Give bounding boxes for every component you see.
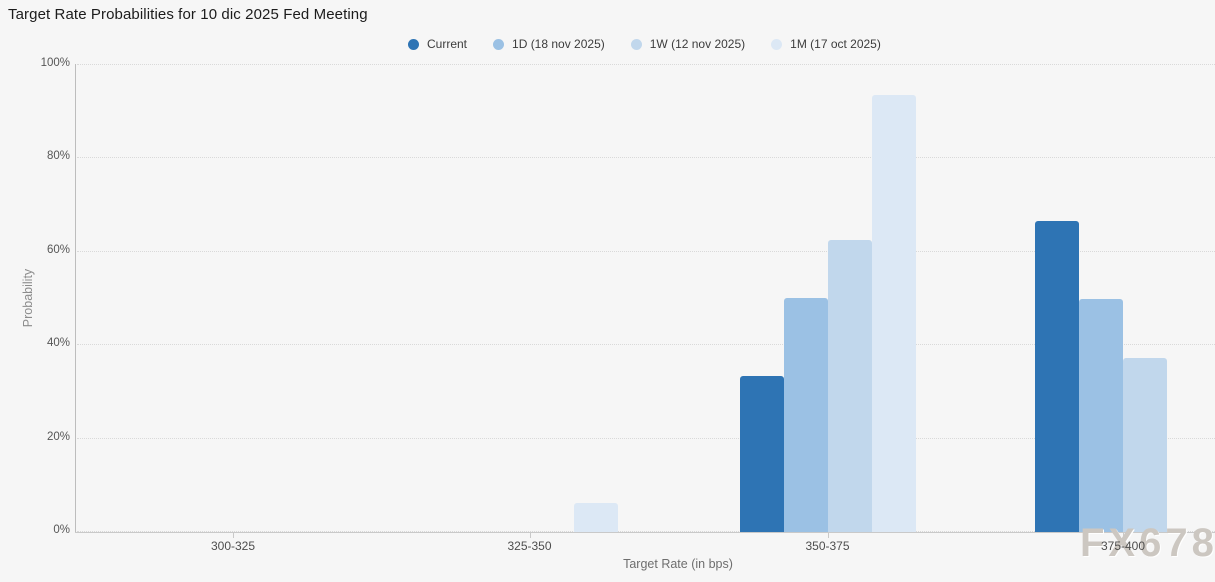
y-tick-label-60: 60% [46, 243, 70, 256]
bar-1w-375-400[interactable] [1123, 358, 1167, 532]
y-tick-label-80: 80% [46, 150, 70, 163]
legend-label: 1D (18 nov 2025) [512, 37, 605, 51]
legend-dot-icon [630, 38, 642, 50]
gridline-60 [77, 250, 1215, 252]
x-tick-300-325 [233, 533, 234, 538]
gridline-0 [77, 531, 1215, 532]
bar-1d-350-375[interactable] [783, 297, 828, 532]
x-tick-325-350 [529, 533, 531, 538]
x-tick-350-375 [827, 533, 829, 538]
gridline-100 [77, 64, 1215, 65]
watermark: FX678 [1080, 521, 1215, 565]
chart-legend: Current 1D (18 nov 2025) 1W (12 nov 2025) 1… [408, 37, 881, 51]
x-axis-title: Target Rate (in bps) [623, 557, 733, 571]
x-tick-label-300-325: 300-325 [210, 539, 256, 553]
x-tick-label-375-400: 375-400 [1100, 539, 1146, 553]
gridline-20 [77, 437, 1215, 439]
x-tick-375-400 [1123, 533, 1124, 538]
x-axis-line [75, 532, 1215, 533]
y-axis-line [75, 64, 76, 533]
gridline-80 [77, 157, 1215, 159]
legend-label: Current [427, 37, 468, 51]
bar-1d-375-400[interactable] [1079, 299, 1123, 532]
gridline-40 [77, 344, 1215, 346]
x-tick-label-325-350: 325-350 [507, 539, 552, 553]
y-tick-label-20: 20% [46, 430, 70, 443]
bar-1w-350-375[interactable] [827, 239, 872, 532]
legend-item-1m[interactable]: 1M (17 oct 2025) [771, 37, 881, 51]
legend-dot-icon [771, 38, 783, 50]
bar-1m-325-350[interactable] [573, 503, 618, 532]
y-tick-label-40: 40% [46, 337, 70, 350]
legend-item-current[interactable]: Current [408, 37, 467, 51]
legend-label: 1M (17 oct 2025) [790, 37, 881, 51]
legend-label: 1W (12 nov 2025) [649, 37, 746, 51]
y-tick-label-0: 0% [53, 524, 70, 536]
legend-dot-icon [408, 38, 419, 50]
legend-dot-icon [493, 38, 505, 50]
y-axis-title: Probability [21, 268, 35, 328]
y-tick-label-100: 100% [40, 57, 70, 69]
legend-item-1w[interactable]: 1W (12 nov 2025) [630, 37, 746, 51]
x-tick-label-350-375: 350-375 [805, 539, 850, 553]
bar-current-350-375[interactable] [739, 376, 784, 532]
page-title: Target Rate Probabilities for 10 dic 202… [8, 6, 368, 23]
bar-current-375-400[interactable] [1035, 220, 1079, 532]
bar-1m-350-375[interactable] [871, 94, 916, 532]
legend-item-1d[interactable]: 1D (18 nov 2025) [493, 37, 605, 51]
